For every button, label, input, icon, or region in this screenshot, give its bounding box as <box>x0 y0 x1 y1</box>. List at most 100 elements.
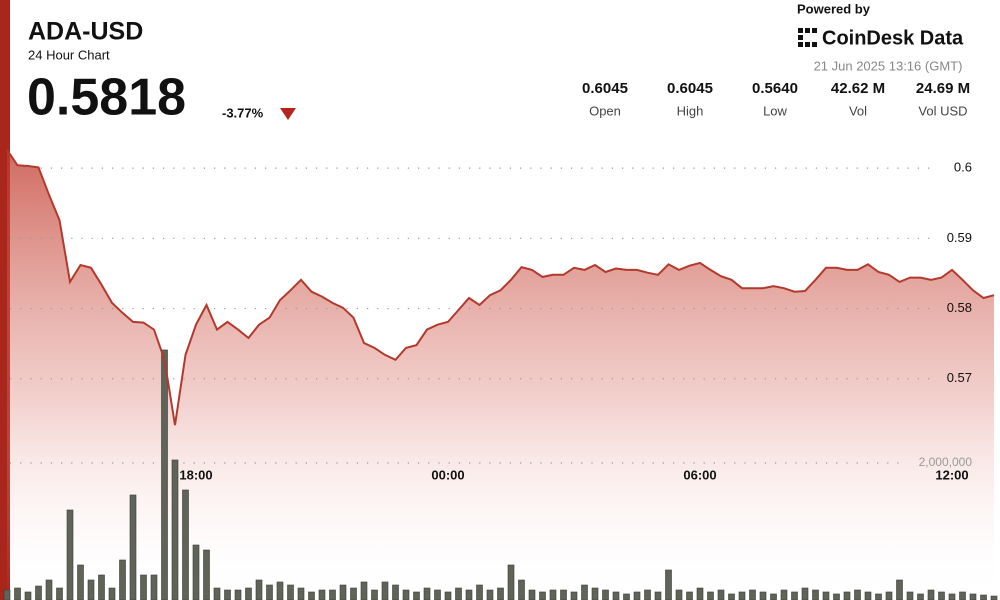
stat-value: 0.6045 <box>667 80 713 97</box>
stat-label: Low <box>763 103 787 118</box>
volume-bar <box>549 589 557 600</box>
volume-bar <box>539 591 546 600</box>
volume-bar <box>339 584 347 600</box>
volume-bar <box>129 494 137 600</box>
volume-bar <box>770 593 777 600</box>
x-tick-label: 12:00 <box>935 467 968 482</box>
volume-bar <box>203 549 210 600</box>
volume-bar <box>3 589 11 600</box>
volume-bar <box>948 593 956 600</box>
volume-bar <box>66 509 74 600</box>
volume-bar <box>644 589 651 600</box>
volume-bar <box>906 591 914 600</box>
volume-bar <box>434 589 441 600</box>
volume-bar <box>791 591 798 600</box>
volume-bar <box>234 589 242 600</box>
volume-bar <box>654 591 662 600</box>
volume-bar <box>140 574 147 600</box>
timestamp: 21 Jun 2025 13:16 (GMT) <box>814 58 963 73</box>
volume-bar <box>371 589 378 600</box>
volume-bar <box>455 587 462 600</box>
volume-bar <box>171 459 179 600</box>
x-tick-label: 06:00 <box>683 467 716 482</box>
stat-label: High <box>677 103 704 118</box>
change: -3.77% <box>222 105 264 120</box>
volume-bar <box>896 579 903 600</box>
volume-bar <box>381 581 389 600</box>
down-arrow <box>280 108 296 120</box>
volume-bar <box>591 587 599 600</box>
volume-bar <box>801 587 809 600</box>
volume-bar <box>633 591 641 600</box>
y-tick-label: 0.59 <box>947 230 972 245</box>
volume-bar <box>308 591 315 600</box>
volume-bar <box>476 584 483 600</box>
volume-bar <box>707 591 714 600</box>
volume-bar <box>686 591 693 600</box>
volume-bar <box>77 564 84 600</box>
stat-value: 42.62 M <box>831 80 885 97</box>
volume-bar <box>749 589 756 600</box>
volume-bar <box>875 593 882 600</box>
stat-label: Open <box>589 103 621 118</box>
volume-bar <box>570 591 578 600</box>
volume-bar <box>245 587 252 600</box>
volume-bar <box>224 589 231 600</box>
volume-bar <box>612 591 620 600</box>
volume-bar <box>581 584 588 600</box>
y-tick-label: 0.6 <box>954 160 972 175</box>
volume-bar <box>969 593 977 600</box>
volume-bar <box>297 587 305 600</box>
volume-bar <box>717 589 725 600</box>
price-line <box>6 149 995 426</box>
logo-icon <box>798 28 817 47</box>
volume-bar <box>98 574 105 600</box>
volume-bar <box>812 589 819 600</box>
volume-bar <box>287 584 294 600</box>
volume-bar <box>623 593 630 600</box>
volume-bar <box>255 579 263 600</box>
volume-bar <box>665 569 672 600</box>
volume-bar <box>192 544 200 600</box>
volume-bar <box>885 591 893 600</box>
volume-bar <box>854 589 861 600</box>
volume-bar <box>108 587 116 600</box>
volume-bar <box>318 589 326 600</box>
volume-bar <box>276 581 284 600</box>
volume-bar <box>413 591 420 600</box>
volume-bar <box>843 591 851 600</box>
volume-bar <box>35 585 42 600</box>
x-tick-label: 18:00 <box>179 467 212 482</box>
stat-label: Vol <box>849 103 867 118</box>
volume-bar <box>917 593 924 600</box>
stat-value: 24.69 M <box>916 80 970 97</box>
volume-bar <box>959 591 966 600</box>
volume-bar <box>161 349 168 600</box>
chart-title: ADA-USD <box>28 18 143 46</box>
price: 0.5818 <box>27 69 186 127</box>
volume-bar <box>329 589 336 600</box>
volume-bar <box>486 589 494 600</box>
volume-bar <box>560 589 567 600</box>
volume-bar <box>980 594 987 600</box>
volume-bar <box>864 591 872 600</box>
volume-bar <box>927 589 935 600</box>
volume-bar <box>350 587 357 600</box>
chart-subtitle: 24 Hour Chart <box>28 47 110 62</box>
volume-bar <box>780 589 788 600</box>
plot: 0.6 0.59 0.58 0.57 2,000,000 18:00 00:00 06:00 1… <box>3 149 998 600</box>
volume-bar <box>728 593 735 600</box>
volume-bar <box>675 589 683 600</box>
volume-bar <box>14 587 21 600</box>
area <box>7 149 994 600</box>
volume-bar <box>87 579 95 600</box>
volume-bar <box>423 587 431 600</box>
stats: 0.6045 Open 0.6045 High 0.5640 Low 42.62 M Vol 2… <box>582 80 970 118</box>
stat-label: Vol USD <box>918 103 967 118</box>
volume-bar <box>602 589 609 600</box>
volume-bar <box>56 587 63 600</box>
volume-bar <box>759 591 767 600</box>
volume-bar <box>119 559 126 600</box>
brand: CoinDesk Data <box>822 27 964 49</box>
